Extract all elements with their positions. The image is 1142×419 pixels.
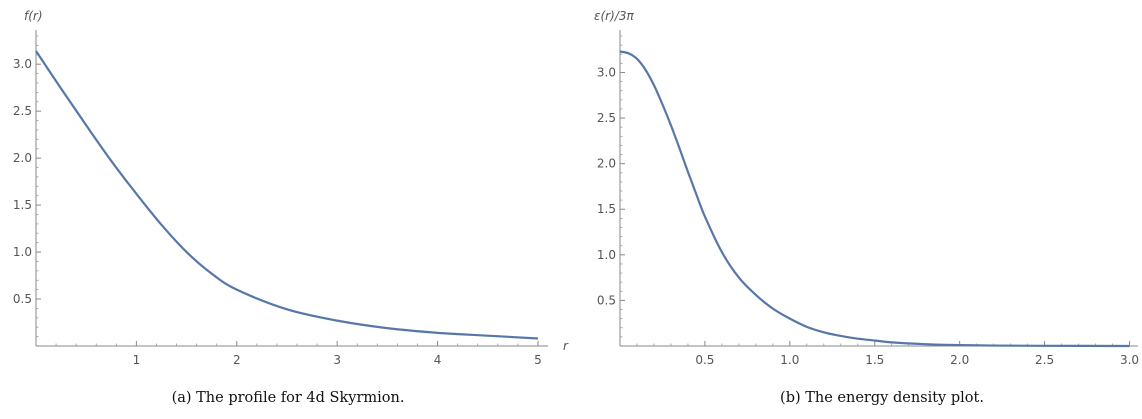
x-tick-label: 0.5 xyxy=(695,353,714,367)
y-tick-label: 0.5 xyxy=(13,292,32,306)
figure-caption: (a) The profile for 4d Skyrmion. xyxy=(172,390,405,406)
y-axis-label: ε(r)/3π xyxy=(594,9,634,23)
y-tick-label: 1.5 xyxy=(13,198,32,212)
x-tick-label: 1.0 xyxy=(780,353,799,367)
figure-caption: (b) The energy density plot. xyxy=(780,390,984,406)
x-tick-label: 2.5 xyxy=(1035,353,1054,367)
panel-b: 0.5 1.0 1.5 2.0 2.5 3.0 0.5 1.0 1.5 2.0 2.5 3.0 ε(r)… xyxy=(594,9,1139,406)
x-tick-label: 3 xyxy=(333,353,341,367)
y-tick-label: 2.5 xyxy=(13,104,32,118)
y-tick-label: 0.5 xyxy=(597,293,616,307)
y-tick-label: 1.5 xyxy=(597,202,616,216)
x-tick-label: 1 xyxy=(133,353,141,367)
y-tick-label: 2.0 xyxy=(597,157,616,171)
y-tick-label: 1.0 xyxy=(13,245,32,259)
panel-a: 1 2 3 4 5 0.5 1.0 1.5 2.0 2.5 3.0 f(r) r (a) The prof… xyxy=(13,9,569,406)
x-tick-label: 2.0 xyxy=(950,353,969,367)
series-line xyxy=(619,50,1130,348)
y-tick-label: 3.0 xyxy=(13,57,32,71)
x-tick-label: 3.0 xyxy=(1120,353,1139,367)
series-line xyxy=(35,50,539,340)
y-tick-label: 1.0 xyxy=(597,248,616,262)
y-tick-label: 2.0 xyxy=(13,151,32,165)
x-tick-label: 1.5 xyxy=(865,353,884,367)
x-tick-label: 2 xyxy=(233,353,241,367)
y-tick-label: 2.5 xyxy=(597,111,616,125)
y-tick-label: 3.0 xyxy=(597,65,616,79)
x-tick-label: 5 xyxy=(534,353,542,367)
x-axis-label: r xyxy=(563,339,569,353)
y-axis-label: f(r) xyxy=(24,9,43,23)
x-tick-label: 4 xyxy=(434,353,442,367)
